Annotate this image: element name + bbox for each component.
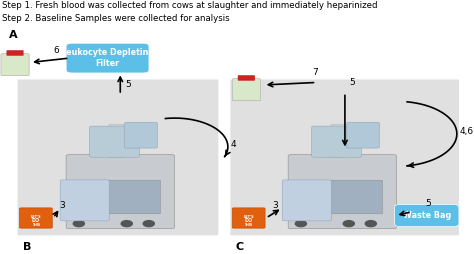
Circle shape <box>143 221 155 227</box>
Text: DO: DO <box>245 218 253 223</box>
Text: 4,6: 4,6 <box>459 127 474 136</box>
Text: Leukocyte Depleting
Filter: Leukocyte Depleting Filter <box>61 48 154 68</box>
Text: 7: 7 <box>312 68 318 77</box>
Text: A: A <box>9 30 18 40</box>
Text: THIS: THIS <box>32 223 40 227</box>
FancyBboxPatch shape <box>394 204 459 227</box>
Text: 3: 3 <box>272 201 278 210</box>
FancyBboxPatch shape <box>230 80 459 235</box>
Text: THIS: THIS <box>245 223 253 227</box>
Text: 6: 6 <box>53 46 59 55</box>
Text: LET'S: LET'S <box>30 215 41 219</box>
FancyBboxPatch shape <box>109 124 124 158</box>
FancyBboxPatch shape <box>311 126 362 157</box>
FancyBboxPatch shape <box>232 79 260 101</box>
Text: Step 2. Baseline Samples were collected for analysis: Step 2. Baseline Samples were collected … <box>2 14 230 23</box>
FancyBboxPatch shape <box>238 75 255 81</box>
FancyBboxPatch shape <box>331 124 346 158</box>
Text: 5: 5 <box>426 199 431 208</box>
Circle shape <box>73 221 84 227</box>
FancyBboxPatch shape <box>66 43 149 73</box>
FancyBboxPatch shape <box>66 155 174 229</box>
FancyBboxPatch shape <box>18 80 219 235</box>
FancyBboxPatch shape <box>60 180 109 221</box>
FancyBboxPatch shape <box>288 155 396 229</box>
FancyBboxPatch shape <box>73 180 161 214</box>
FancyBboxPatch shape <box>296 180 383 214</box>
FancyBboxPatch shape <box>346 122 380 148</box>
Text: B: B <box>23 242 31 252</box>
Circle shape <box>365 221 376 227</box>
Text: 3: 3 <box>59 201 65 210</box>
FancyBboxPatch shape <box>19 208 52 228</box>
Circle shape <box>343 221 355 227</box>
Text: 5: 5 <box>349 78 356 87</box>
Text: C: C <box>236 242 244 252</box>
Text: Step 1. Fresh blood was collected from cows at slaughter and immediately heparin: Step 1. Fresh blood was collected from c… <box>2 1 378 10</box>
FancyBboxPatch shape <box>232 208 265 228</box>
Circle shape <box>121 221 132 227</box>
Text: 4: 4 <box>230 140 236 149</box>
Text: Waste Bag: Waste Bag <box>402 211 451 220</box>
FancyBboxPatch shape <box>1 54 29 76</box>
Text: DO: DO <box>32 218 40 223</box>
Text: LET'S: LET'S <box>243 215 254 219</box>
FancyBboxPatch shape <box>7 50 24 56</box>
FancyBboxPatch shape <box>282 180 331 221</box>
FancyBboxPatch shape <box>125 122 157 148</box>
Text: 5: 5 <box>125 81 131 89</box>
Circle shape <box>295 221 306 227</box>
FancyBboxPatch shape <box>90 126 139 157</box>
